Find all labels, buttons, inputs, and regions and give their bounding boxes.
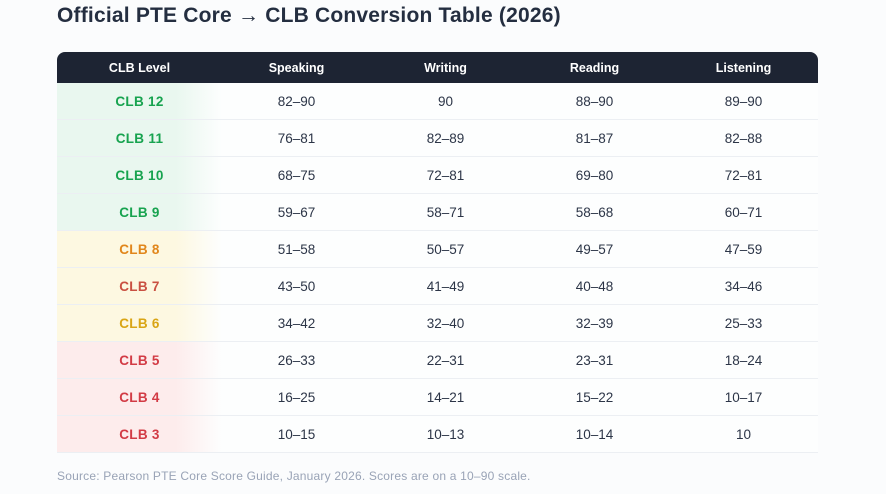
writing-score-cell: 14–21	[426, 389, 465, 405]
table-row: CLB 12 82–90 90 88–90 89–90	[57, 83, 818, 120]
listening-score-cell: 47–59	[724, 241, 763, 257]
speaking-score-cell: 10–15	[277, 426, 316, 442]
writing-score-cell: 10–13	[426, 426, 465, 442]
writing-score-cell: 41–49	[426, 278, 465, 294]
speaking-score-cell: 43–50	[277, 278, 316, 294]
clb-level-cell: CLB 11	[57, 120, 222, 156]
reading-score-cell: 81–87	[575, 130, 614, 146]
writing-score-cell: 72–81	[426, 167, 465, 183]
clb-level-cell: CLB 9	[57, 194, 222, 230]
reading-score-cell: 49–57	[575, 241, 614, 257]
page-container: Official PTE Core → CLB Conversion Table…	[57, 4, 818, 483]
table-row: CLB 6 34–42 32–40 32–39 25–33	[57, 305, 818, 342]
table-row: CLB 7 43–50 41–49 40–48 34–46	[57, 268, 818, 305]
listening-score-cell: 18–24	[724, 352, 763, 368]
writing-score-cell: 50–57	[426, 241, 465, 257]
column-header-clb-level: CLB Level	[108, 60, 171, 75]
table-row: CLB 11 76–81 82–89 81–87 82–88	[57, 120, 818, 157]
table-row: CLB 3 10–15 10–13 10–14 10	[57, 416, 818, 453]
speaking-score-cell: 26–33	[277, 352, 316, 368]
listening-score-cell: 82–88	[724, 130, 763, 146]
table-row: CLB 10 68–75 72–81 69–80 72–81	[57, 157, 818, 194]
listening-score-cell: 72–81	[724, 167, 763, 183]
reading-score-cell: 88–90	[575, 93, 614, 109]
clb-level-cell: CLB 12	[57, 83, 222, 119]
reading-score-cell: 10–14	[575, 426, 614, 442]
speaking-score-cell: 76–81	[277, 130, 316, 146]
column-header-writing: Writing	[424, 60, 467, 75]
listening-score-cell: 89–90	[724, 93, 763, 109]
clb-level-cell: CLB 4	[57, 379, 222, 415]
clb-level-cell: CLB 6	[57, 305, 222, 341]
reading-score-cell: 23–31	[575, 352, 614, 368]
clb-level-cell: CLB 3	[57, 416, 222, 452]
writing-score-cell: 82–89	[426, 130, 465, 146]
listening-score-cell: 34–46	[724, 278, 763, 294]
reading-score-cell: 15–22	[575, 389, 614, 405]
clb-level-cell: CLB 10	[57, 157, 222, 193]
listening-score-cell: 10	[735, 426, 752, 442]
table-header-row: CLB Level Speaking Writing Reading Liste…	[57, 52, 818, 83]
reading-score-cell: 58–68	[575, 204, 614, 220]
table-row: CLB 4 16–25 14–21 15–22 10–17	[57, 379, 818, 416]
column-header-speaking: Speaking	[268, 60, 325, 75]
clb-level-cell: CLB 5	[57, 342, 222, 378]
clb-level-cell: CLB 7	[57, 268, 222, 304]
speaking-score-cell: 82–90	[277, 93, 316, 109]
table-row: CLB 5 26–33 22–31 23–31 18–24	[57, 342, 818, 379]
listening-score-cell: 25–33	[724, 315, 763, 331]
source-note: Source: Pearson PTE Core Score Guide, Ja…	[57, 469, 531, 483]
speaking-score-cell: 16–25	[277, 389, 316, 405]
reading-score-cell: 69–80	[575, 167, 614, 183]
clb-conversion-table: CLB Level Speaking Writing Reading Liste…	[57, 52, 818, 453]
writing-score-cell: 22–31	[426, 352, 465, 368]
table-row: CLB 8 51–58 50–57 49–57 47–59	[57, 231, 818, 268]
speaking-score-cell: 68–75	[277, 167, 316, 183]
column-header-listening: Listening	[715, 60, 772, 75]
writing-score-cell: 58–71	[426, 204, 465, 220]
listening-score-cell: 10–17	[724, 389, 763, 405]
speaking-score-cell: 59–67	[277, 204, 316, 220]
page-title: Official PTE Core → CLB Conversion Table…	[57, 4, 561, 27]
speaking-score-cell: 34–42	[277, 315, 316, 331]
clb-level-cell: CLB 8	[57, 231, 222, 267]
table-row: CLB 9 59–67 58–71 58–68 60–71	[57, 194, 818, 231]
reading-score-cell: 40–48	[575, 278, 614, 294]
reading-score-cell: 32–39	[575, 315, 614, 331]
writing-score-cell: 32–40	[426, 315, 465, 331]
speaking-score-cell: 51–58	[277, 241, 316, 257]
column-header-reading: Reading	[569, 60, 620, 75]
writing-score-cell: 90	[437, 93, 454, 109]
listening-score-cell: 60–71	[724, 204, 763, 220]
